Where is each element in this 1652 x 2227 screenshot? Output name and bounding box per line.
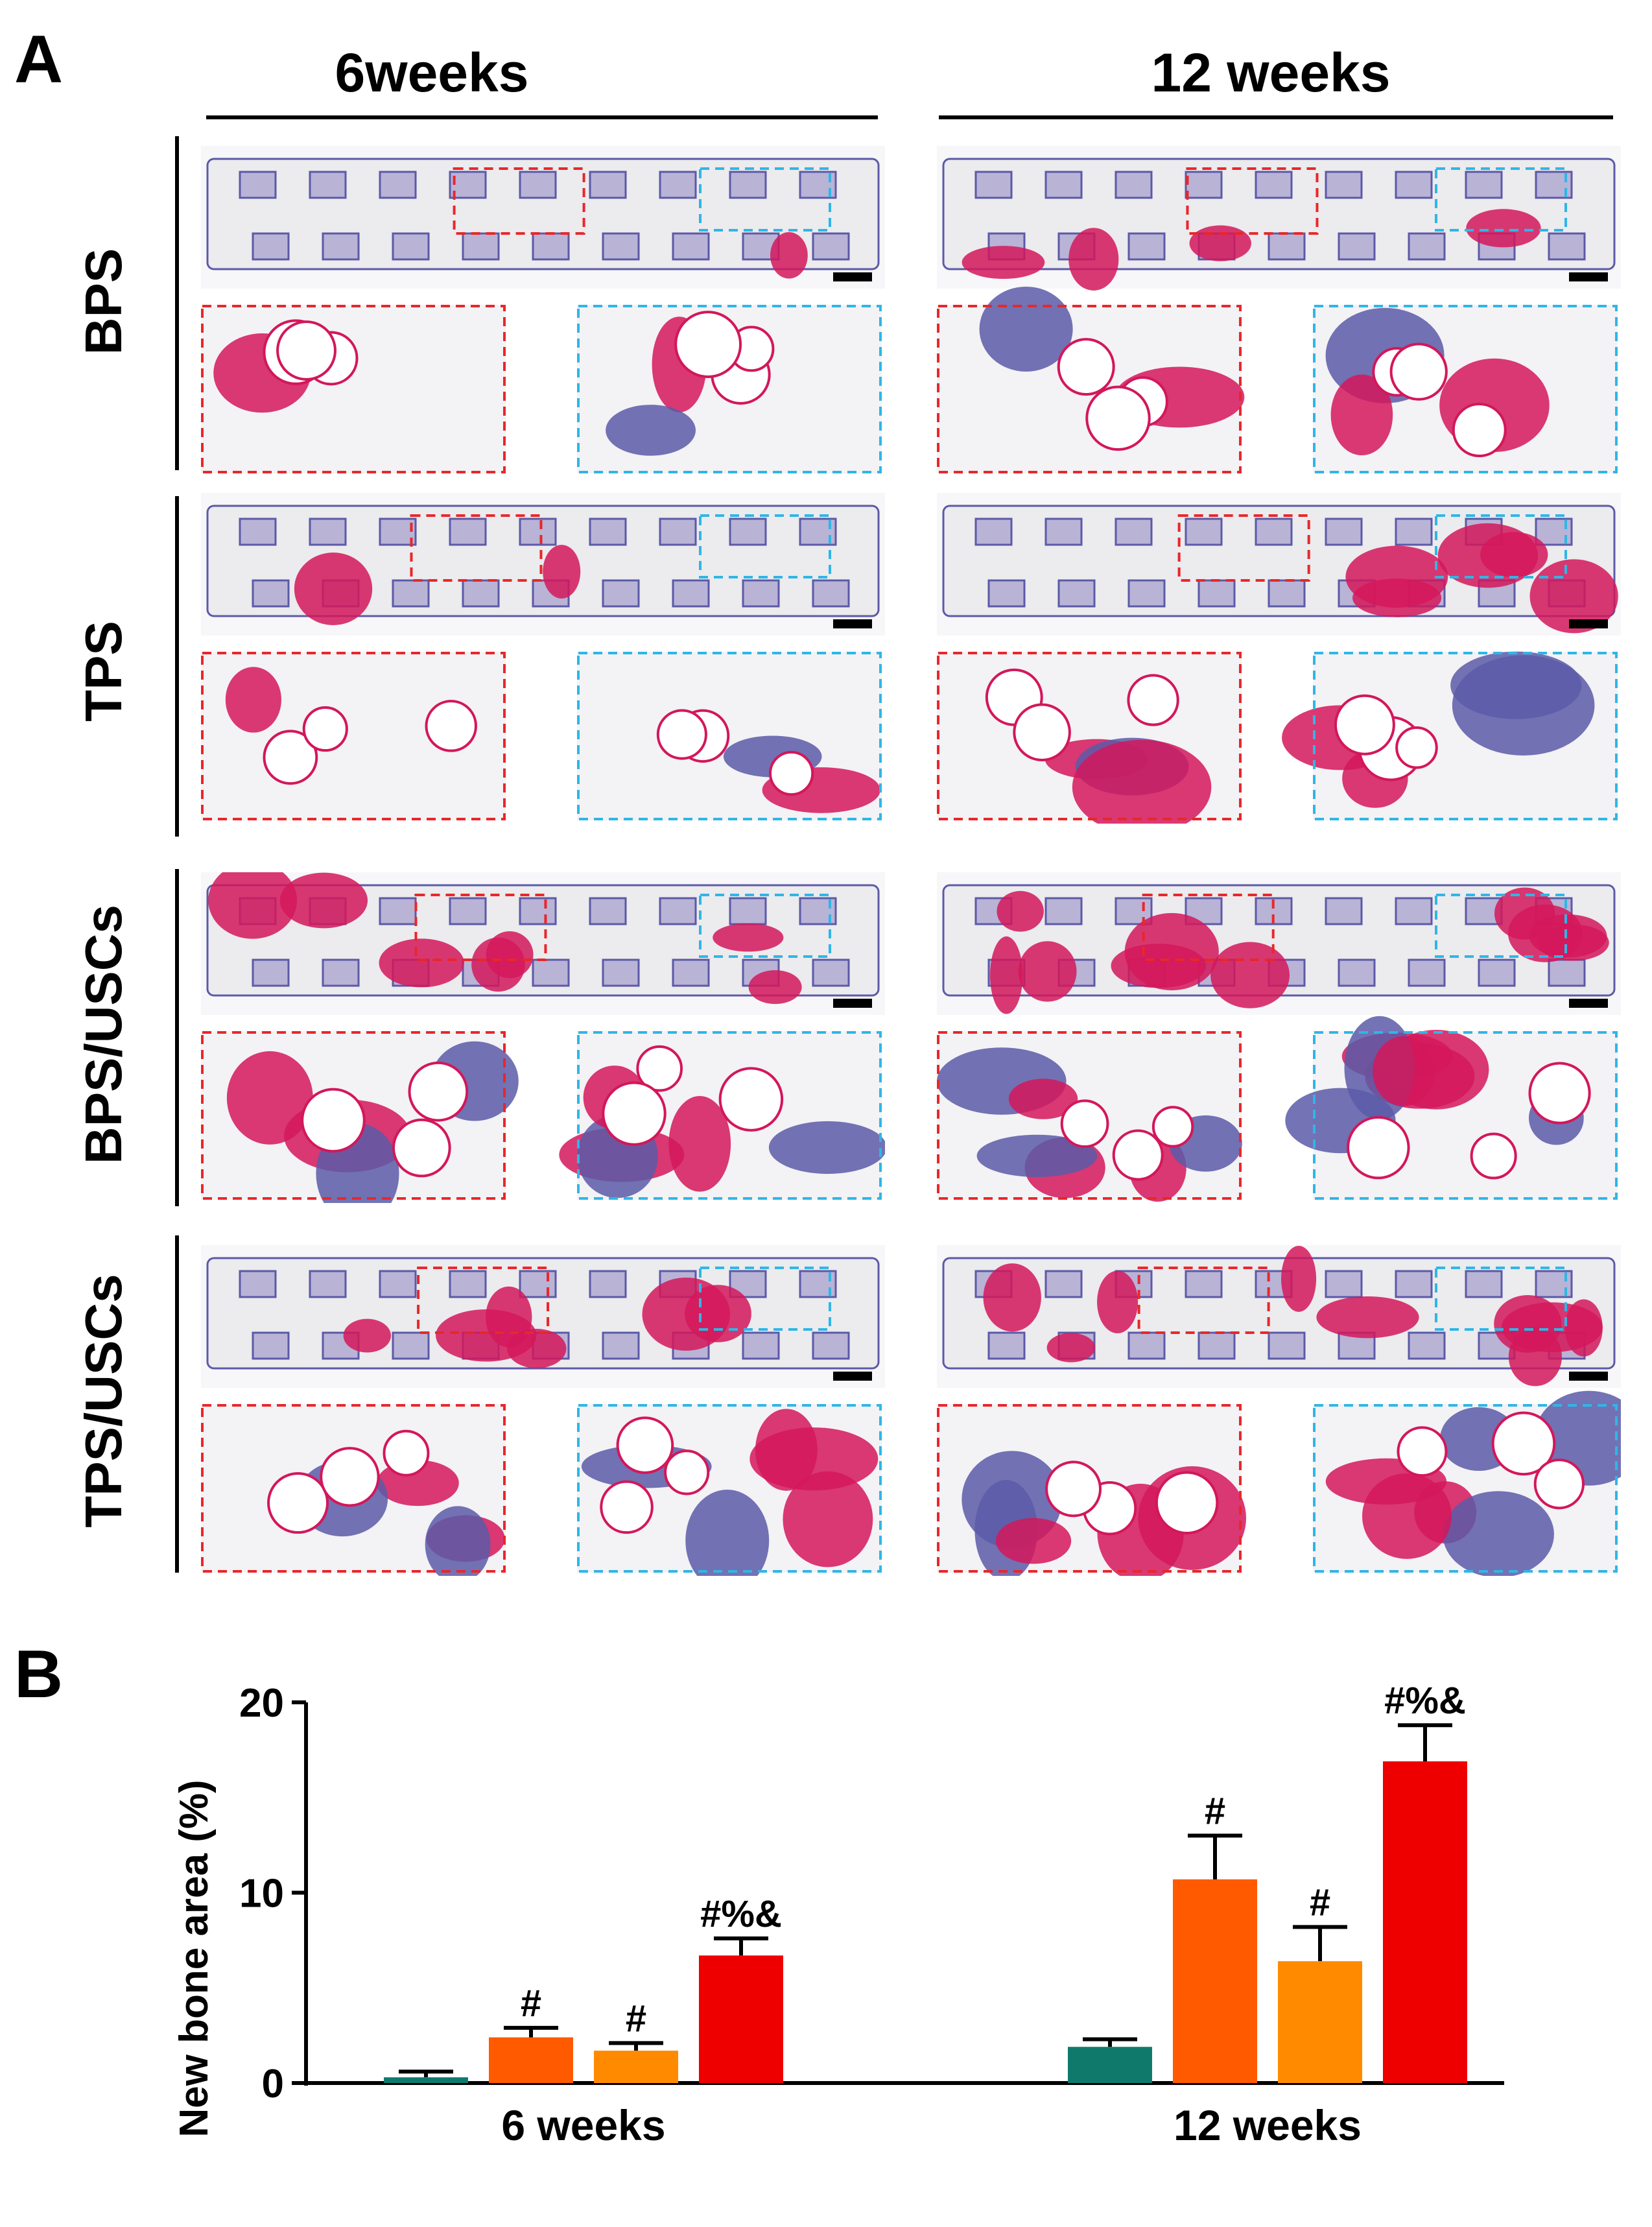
micrograph-bps-uscs-12-weeks (937, 872, 1621, 1203)
bar (1068, 2047, 1152, 2083)
row-rule-bps-uscs (175, 869, 179, 1206)
column-header-6-weeks: 6weeks (335, 42, 529, 103)
micrograph-tps-12-weeks (937, 493, 1621, 824)
x-category-label: 12 weeks (1174, 2101, 1362, 2149)
significance-label: #%& (700, 1893, 782, 1935)
micrograph-bps-12-weeks (937, 146, 1621, 477)
row-rule-tps (175, 496, 179, 837)
micrograph-bps-6-weeks (201, 146, 885, 477)
micrograph-tps-uscs-6-weeks (201, 1245, 885, 1576)
bar (699, 1955, 783, 2083)
column-rule-12-weeks (939, 115, 1613, 119)
bar (384, 2077, 468, 2083)
row-rule-bps (175, 136, 179, 470)
micrograph-tps-6-weeks (201, 493, 885, 824)
x-category-label: 6 weeks (501, 2101, 665, 2149)
significance-label: # (1310, 1881, 1330, 1923)
micrograph-bps-uscs-6-weeks (201, 872, 885, 1203)
column-rule-6-weeks (206, 115, 878, 119)
panel-a-label: A (14, 22, 64, 97)
significance-label: #%& (1384, 1680, 1466, 1722)
significance-label: # (1205, 1790, 1225, 1832)
bar (1278, 1961, 1362, 2083)
y-tick-label: 20 (239, 1681, 284, 1726)
row-rule-tps-uscs (175, 1235, 179, 1573)
significance-label: # (626, 1997, 646, 2040)
y-tick-label: 0 (262, 2062, 284, 2106)
micrograph-tps-uscs-12-weeks (937, 1245, 1621, 1576)
column-header-12-weeks: 12 weeks (1151, 42, 1391, 103)
bar (489, 2037, 573, 2083)
bar (1383, 1761, 1467, 2083)
bar (594, 2051, 678, 2083)
bar (1173, 1879, 1257, 2083)
y-tick-label: 10 (239, 1872, 284, 1916)
y-axis-label: New bone area (%) (172, 1780, 217, 2137)
panel-b-label: B (14, 1637, 64, 1712)
significance-label: # (521, 1983, 541, 2025)
